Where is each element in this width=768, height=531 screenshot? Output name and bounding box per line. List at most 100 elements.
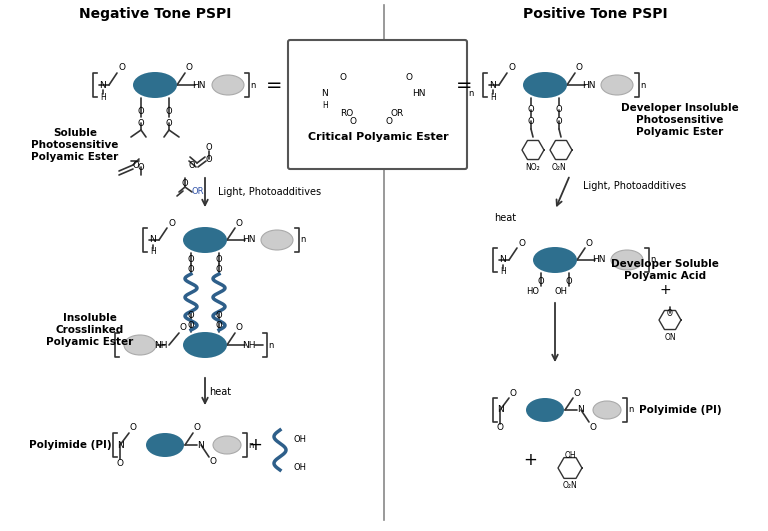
Text: N: N [578, 406, 584, 415]
Text: H: H [490, 92, 496, 101]
Text: O: O [118, 64, 125, 73]
Ellipse shape [533, 247, 577, 273]
Text: O: O [349, 117, 356, 126]
Text: Positive Tone PSPI: Positive Tone PSPI [523, 7, 667, 21]
Text: O: O [168, 218, 176, 227]
Text: O: O [206, 142, 212, 151]
Text: O: O [206, 155, 212, 164]
Text: OR: OR [192, 187, 204, 196]
Text: HN: HN [592, 255, 606, 264]
Text: O: O [575, 64, 582, 73]
Text: O: O [508, 64, 515, 73]
Text: O: O [210, 458, 217, 467]
Text: O: O [194, 424, 200, 433]
Text: N: N [322, 90, 329, 98]
Text: O: O [538, 278, 545, 287]
Ellipse shape [261, 230, 293, 250]
Text: N: N [500, 255, 506, 264]
Text: n: n [268, 340, 273, 349]
Text: N: N [150, 236, 157, 244]
Ellipse shape [146, 433, 184, 457]
Text: NH: NH [154, 340, 167, 349]
Ellipse shape [611, 250, 643, 270]
Text: O: O [137, 162, 144, 172]
Text: HN: HN [242, 236, 256, 244]
Text: O: O [187, 311, 194, 320]
Text: O₂N: O₂N [563, 481, 578, 490]
Text: O: O [496, 424, 504, 433]
Text: O: O [556, 106, 562, 115]
Text: O: O [528, 106, 535, 115]
Text: Light, Photoadditives: Light, Photoadditives [218, 187, 322, 197]
Text: OH: OH [293, 464, 306, 473]
Text: O: O [216, 255, 222, 264]
Text: O: O [518, 238, 525, 247]
Ellipse shape [593, 401, 621, 419]
Text: O: O [186, 64, 193, 73]
Text: H: H [100, 92, 106, 101]
Text: Negative Tone PSPI: Negative Tone PSPI [79, 7, 231, 21]
Text: n: n [641, 81, 646, 90]
Text: O: O [166, 107, 172, 116]
Text: O: O [182, 179, 188, 189]
Text: RO: RO [340, 109, 353, 118]
Text: N: N [490, 81, 496, 90]
Text: O: O [117, 458, 124, 467]
Text: NO₂: NO₂ [525, 162, 541, 172]
Text: H: H [322, 101, 328, 110]
Text: O: O [189, 160, 195, 169]
Text: O: O [566, 278, 572, 287]
Text: O: O [166, 118, 172, 127]
Text: HN: HN [582, 81, 596, 90]
Text: Polyimide (PI): Polyimide (PI) [28, 440, 111, 450]
Text: O: O [216, 266, 222, 275]
Text: N: N [197, 441, 204, 450]
Text: n: n [650, 255, 656, 264]
Text: n: n [300, 236, 306, 244]
Ellipse shape [353, 81, 397, 107]
Text: O: O [216, 321, 222, 330]
Text: +: + [248, 436, 262, 454]
Text: heat: heat [209, 387, 231, 397]
Text: NH: NH [242, 340, 256, 349]
Text: O: O [406, 73, 412, 81]
Ellipse shape [601, 75, 633, 95]
Text: O: O [590, 423, 597, 432]
Text: =: = [455, 75, 472, 95]
Text: O: O [585, 238, 592, 247]
Text: Soluble
Photosensitive
Polyamic Ester: Soluble Photosensitive Polyamic Ester [31, 129, 119, 161]
Text: O: O [187, 266, 194, 275]
Text: O: O [236, 323, 243, 332]
Text: O: O [133, 160, 139, 169]
Text: O: O [574, 389, 581, 398]
Text: O: O [130, 424, 137, 433]
Text: n: n [250, 81, 256, 90]
Ellipse shape [213, 436, 241, 454]
Text: O: O [386, 117, 392, 126]
Ellipse shape [124, 335, 156, 355]
Text: O: O [556, 116, 562, 125]
Ellipse shape [133, 72, 177, 98]
Text: O: O [216, 311, 222, 320]
Text: O: O [339, 73, 346, 81]
Text: N: N [100, 81, 107, 90]
Text: N: N [117, 441, 124, 450]
Text: O: O [137, 118, 144, 127]
Text: H: H [150, 247, 156, 256]
Text: O: O [187, 321, 194, 330]
Text: H: H [500, 268, 506, 277]
Text: Developer Insoluble
Photosensitive
Polyamic Ester: Developer Insoluble Photosensitive Polya… [621, 104, 739, 136]
Text: ON: ON [664, 332, 676, 341]
Text: OH: OH [564, 450, 576, 459]
Text: O: O [187, 255, 194, 264]
Ellipse shape [183, 332, 227, 358]
Text: O: O [509, 389, 517, 398]
Text: O: O [236, 218, 243, 227]
Text: +: + [523, 451, 537, 469]
Text: Polyimide (PI): Polyimide (PI) [639, 405, 721, 415]
Ellipse shape [523, 72, 567, 98]
Text: Insoluble
Crosslinked
Polyamic Ester: Insoluble Crosslinked Polyamic Ester [46, 313, 134, 347]
Text: HN: HN [192, 81, 206, 90]
Ellipse shape [431, 84, 463, 104]
Text: Developer Soluble
Polyamic Acid: Developer Soluble Polyamic Acid [611, 259, 719, 281]
